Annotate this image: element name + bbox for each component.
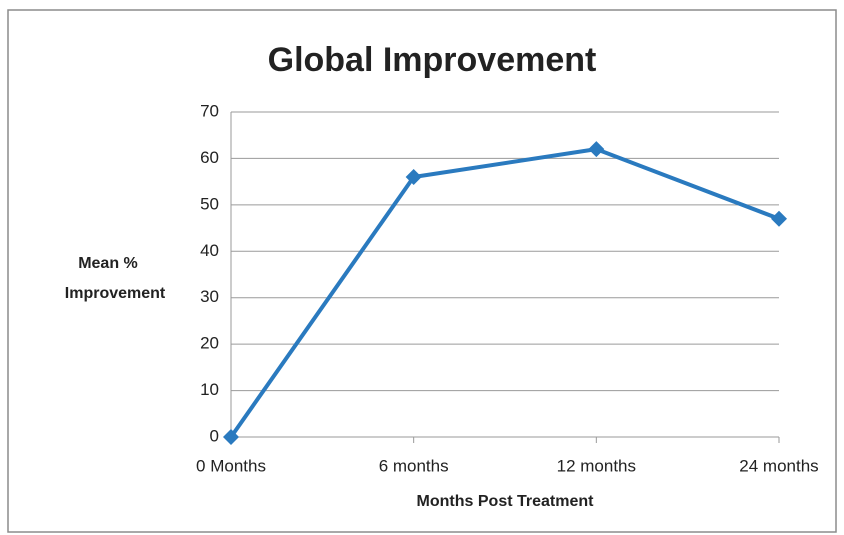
y-tick-label: 0: [210, 426, 219, 445]
y-tick-label: 60: [200, 148, 219, 167]
data-point: [223, 429, 239, 445]
y-axis-label: Improvement: [65, 285, 166, 302]
y-tick-label: 10: [200, 380, 219, 399]
y-tick-label: 70: [200, 101, 219, 120]
data-point: [771, 210, 787, 227]
chart-title: Global Improvement: [268, 41, 597, 79]
x-tick-label: 12 months: [557, 456, 636, 475]
y-tick-label: 40: [200, 241, 219, 260]
x-tick-label: 24 months: [739, 456, 818, 475]
y-axis-label: Mean %: [78, 255, 138, 272]
data-point: [405, 169, 422, 185]
x-tick-label: 6 months: [379, 456, 449, 475]
data-point: [588, 141, 605, 158]
x-tick-label: 0 Months: [196, 456, 266, 475]
chart-frame: [7, 9, 837, 533]
y-tick-label: 30: [200, 287, 219, 306]
y-tick-label: 50: [200, 194, 219, 213]
x-axis-label: Months Post Treatment: [417, 493, 595, 510]
data-line: [229, 147, 780, 439]
y-tick-label: 20: [200, 334, 219, 353]
